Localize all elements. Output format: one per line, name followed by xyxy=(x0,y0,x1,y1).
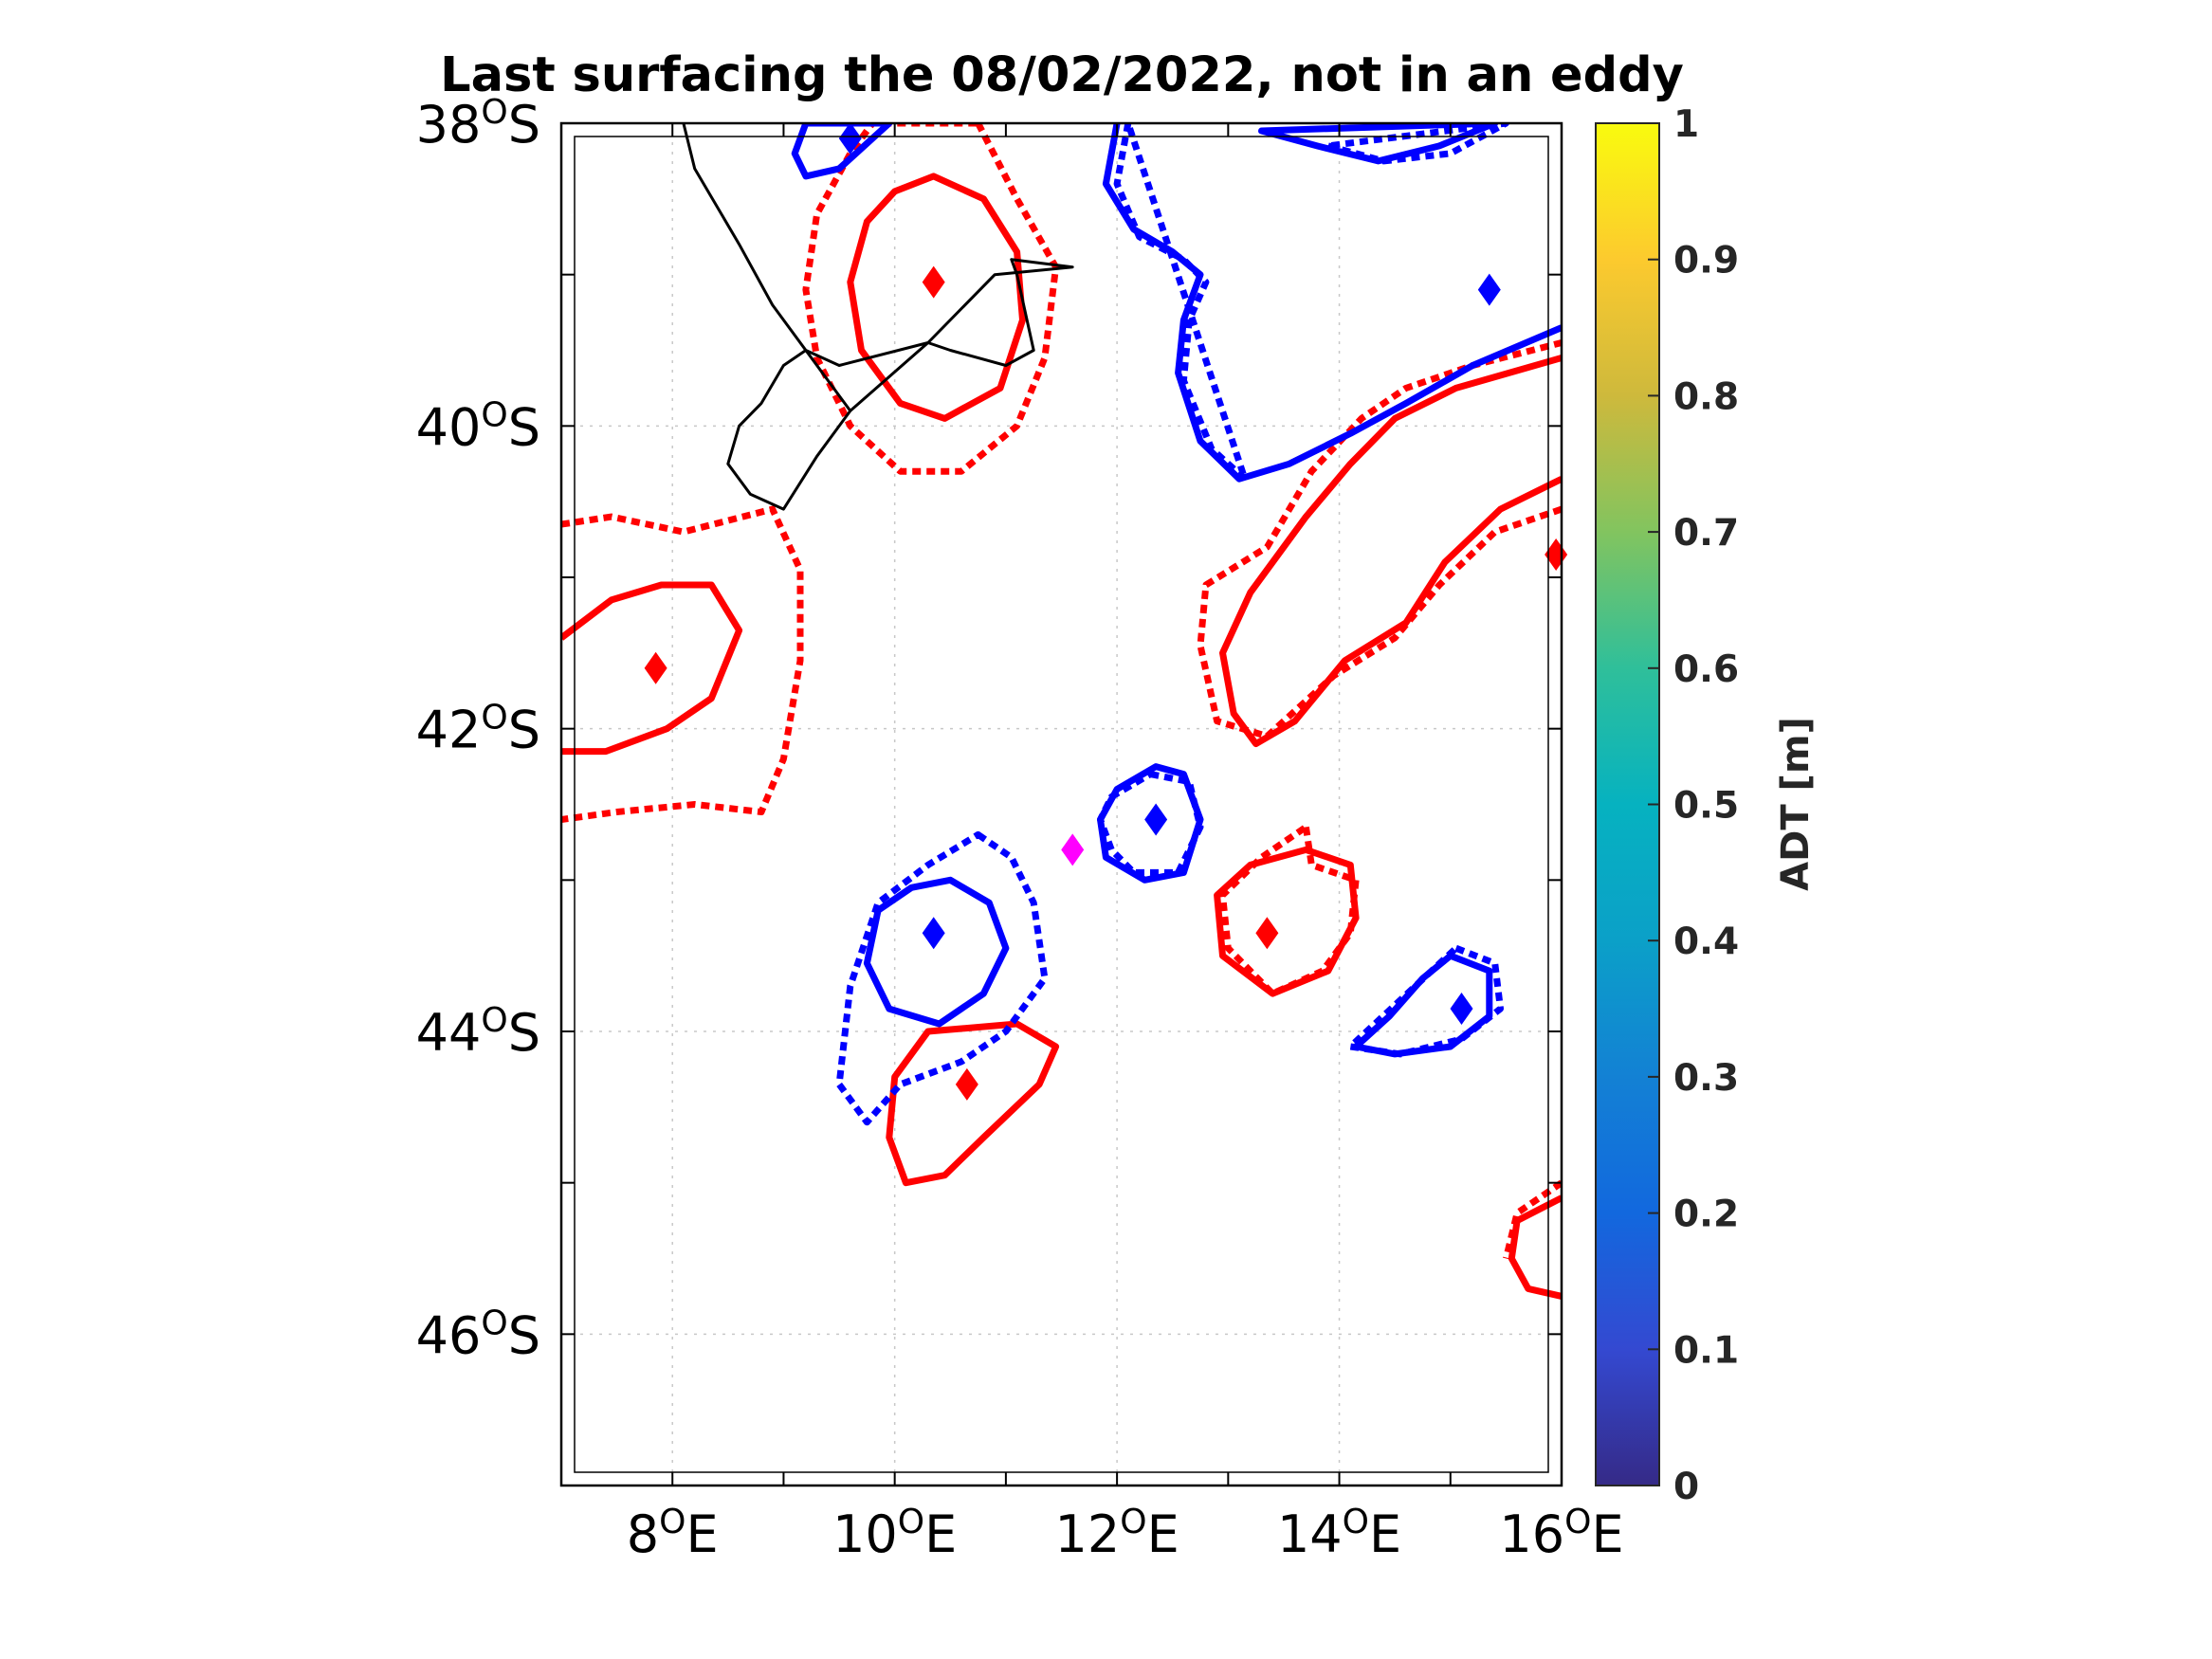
colorbar: 0 0.1 0.2 0.3 0.4 0.5 0.6 0.7 0.8 0.9 1 ADT [m] xyxy=(1595,103,1818,1508)
y-tick-label: 38OS xyxy=(416,93,540,155)
anticyclonic-contour-dotted xyxy=(1197,339,1562,740)
y-tick-label: 44OS xyxy=(416,1001,540,1063)
colorbar-tick-label: 0.5 xyxy=(1673,785,1739,828)
cyclonic-contour-dotted xyxy=(1113,123,1249,483)
anticyclonic-contour-dotted xyxy=(802,123,1060,475)
trajectory-line xyxy=(682,123,1074,511)
anticyclonic-contour-dotted xyxy=(561,505,804,823)
anticyclonic-eddy-center xyxy=(922,265,945,299)
cyclonic-contour-dotted xyxy=(1325,123,1509,165)
colorbar-tick-label: 0.7 xyxy=(1673,512,1739,555)
anticyclonic-eddy-center xyxy=(644,651,667,684)
y-tick-label: 42OS xyxy=(416,699,540,760)
x-tick-label: 14OE xyxy=(1277,1503,1401,1564)
anticyclonic-contour-solid xyxy=(1214,846,1360,997)
cyclonic-contour-solid xyxy=(1258,123,1499,165)
anticyclonic-eddy-center xyxy=(1255,917,1279,950)
y-tick-label: 46OS xyxy=(416,1304,540,1365)
x-tick-label: 10OE xyxy=(832,1503,957,1564)
cyclonic-contour-dotted xyxy=(835,830,1049,1126)
map-frame xyxy=(559,121,1563,1487)
colorbar-tick-label: 1 xyxy=(1673,103,1699,146)
float-trajectory xyxy=(682,123,1074,511)
anticyclonic-contour-solid xyxy=(1219,355,1562,748)
cyclonic-contour-dotted xyxy=(1097,771,1204,876)
colorbar-tick-label: 0 xyxy=(1673,1466,1699,1508)
y-axis-ticks: 38OS 40OS 42OS 44OS 46OS xyxy=(416,93,540,1365)
float-marker xyxy=(1061,833,1085,866)
cyclonic-eddy-center xyxy=(838,121,862,155)
colorbar-tick-label: 0.6 xyxy=(1673,648,1739,691)
colorbar-ticks: 0 0.1 0.2 0.3 0.4 0.5 0.6 0.7 0.8 0.9 1 xyxy=(1648,103,1739,1508)
eddy-contours xyxy=(561,123,1562,1300)
cyclonic-eddy-center xyxy=(1477,273,1501,306)
colorbar-tick-label: 0.4 xyxy=(1673,921,1739,963)
cyclonic-eddy-center xyxy=(1144,803,1168,836)
colorbar-tick-label: 0.9 xyxy=(1673,240,1739,283)
anticyclonic-contour-dotted xyxy=(1502,1179,1562,1260)
cyclonic-eddy-center xyxy=(922,917,945,950)
float-position xyxy=(1061,833,1085,866)
colorbar-tick-label: 0.3 xyxy=(1673,1057,1739,1100)
colorbar-tick-label: 0.1 xyxy=(1673,1329,1739,1372)
anticyclonic-contour-solid xyxy=(1508,1194,1562,1300)
x-tick-label: 8OE xyxy=(627,1503,719,1564)
anticyclonic-contour-dotted xyxy=(1219,823,1360,997)
frame-ticks xyxy=(560,122,1563,1486)
gridlines xyxy=(561,122,1563,1486)
anticyclonic-eddy-center xyxy=(955,1067,978,1101)
x-axis-ticks: 8OE 10OE 12OE 14OE 16OE xyxy=(627,1503,1624,1564)
y-tick-label: 40OS xyxy=(416,395,540,457)
chart-title: Last surfacing the 08/02/2022, not in an… xyxy=(440,47,1684,103)
anticyclonic-contour-solid xyxy=(847,173,1026,422)
cyclonic-contour-solid xyxy=(863,876,1010,1028)
cyclonic-contour-solid xyxy=(791,123,893,180)
colorbar-tick-label: 0.8 xyxy=(1673,375,1739,418)
x-tick-label: 16OE xyxy=(1499,1503,1623,1564)
anticyclonic-contour-solid xyxy=(561,581,743,756)
anticyclonic-contour-solid xyxy=(886,1020,1060,1187)
colorbar-label: ADT [m] xyxy=(1774,717,1818,891)
cyclonic-eddy-center xyxy=(1450,993,1473,1026)
colorbar-tick-label: 0.2 xyxy=(1673,1194,1739,1236)
x-tick-label: 12OE xyxy=(1055,1503,1179,1564)
eddy-centers xyxy=(644,121,1568,1101)
